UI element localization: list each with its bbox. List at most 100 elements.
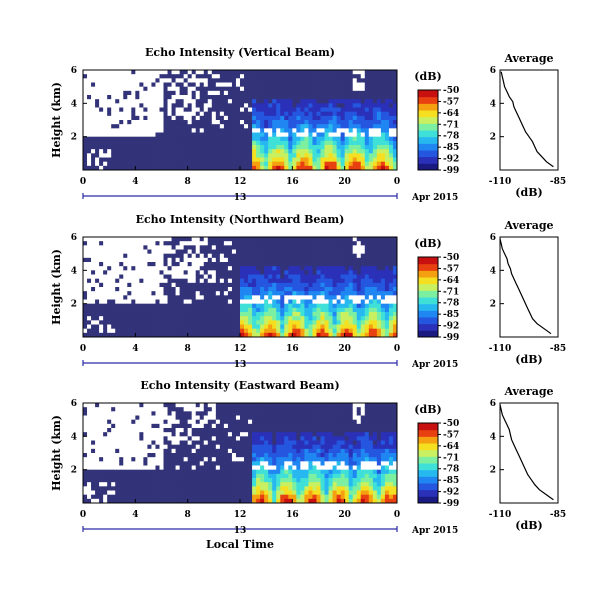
heatmap-cell [191,312,197,317]
heatmap-cell [264,428,269,433]
heatmap-cell [223,111,229,117]
heatmap-cell [91,299,96,305]
heatmap-cell [352,149,358,154]
heatmap-cell [99,103,104,108]
heatmap-cell [103,74,108,79]
heatmap-cell [215,253,221,259]
heatmap-cell [143,295,148,300]
heatmap-cell [235,257,241,263]
heatmap-cell [207,478,213,483]
heatmap-cell [272,270,277,275]
heatmap-cell [240,245,245,250]
heatmap-cell [211,440,217,446]
heatmap-cell [328,90,333,96]
heatmap-cell [107,316,112,321]
heatmap-cell [256,266,261,271]
heatmap-cell [352,107,358,113]
heatmap-cell [384,278,390,284]
heatmap-cell [183,312,189,317]
heatmap-cell [227,403,233,408]
heatmap-cell [296,90,301,96]
heatmap-cell [91,149,96,154]
heatmap-cell [248,165,253,171]
heatmap-cell [392,278,398,284]
heatmap-cell [83,241,88,246]
heatmap-cell [244,332,249,338]
heatmap-cell [256,241,261,246]
heatmap-cell [171,453,176,458]
heatmap-cell [119,324,124,330]
heatmap-cell [107,249,112,255]
heatmap-cell [95,457,100,462]
heatmap-cell [211,161,217,167]
heatmap-cell [276,165,281,171]
heatmap-cell [260,432,265,437]
heatmap-cell [248,423,253,429]
heatmap-cell [175,428,181,433]
heatmap-cell [179,411,185,416]
heatmap-cell [171,70,176,75]
heatmap-cell [376,332,382,338]
heatmap-cell [207,473,213,479]
heatmap-cell [187,440,193,446]
heatmap-cell [127,436,132,441]
heatmap-cell [119,498,124,504]
heatmap-cell [195,312,201,317]
heatmap-cell [260,415,265,421]
heatmap-cell [123,128,128,133]
heatmap-cell [356,103,362,108]
heatmap-cell [151,320,156,325]
heatmap-cell [95,423,100,429]
heatmap-cell [264,99,269,104]
heatmap-cell [352,303,358,309]
heatmap-cell [344,103,350,108]
heatmap-cell [123,266,128,271]
heatmap-cell [119,494,124,500]
heatmap-cell [95,237,100,242]
heatmap-cell [344,120,350,125]
heatmap-cell [99,465,104,471]
heatmap-cell [183,473,189,479]
heatmap-cell [332,249,338,255]
heatmap-cell [348,328,354,334]
heatmap-cell [300,70,305,75]
colorbar-tick-label: -85 [443,310,459,320]
heatmap-cell [199,74,205,79]
heatmap-cell [352,324,358,330]
heatmap-cell [332,161,338,167]
heatmap-cell [392,316,398,321]
heatmap-cell [135,299,140,305]
heatmap-cell [235,241,241,246]
heatmap-cell [183,411,189,416]
heatmap-cell [352,86,358,92]
heatmap-cell [207,237,213,242]
heatmap-cell [384,307,390,313]
heatmap-cell [123,278,128,284]
heatmap-cell [223,473,229,479]
heatmap-cell [264,124,269,129]
heatmap-cell [252,86,257,92]
heatmap-cell [167,307,172,313]
heatmap-cell [119,145,124,150]
heatmap-cell [380,287,386,292]
heatmap-cell [111,465,116,471]
heatmap-cell [348,303,354,309]
heatmap-cell [139,457,144,462]
heatmap-cell [171,99,176,104]
heatmap-cell [143,111,148,117]
heatmap-cell [368,307,374,313]
heatmap-cell [252,415,257,421]
heatmap-cell [248,278,253,284]
heatmap-cell [199,415,205,421]
heatmap-cell [171,262,176,267]
heatmap-cell [151,316,156,321]
heatmap-cell [163,415,168,421]
heatmap-cell [195,95,201,100]
heatmap-cell [127,419,132,425]
heatmap-cell [260,428,265,433]
heatmap-cell [227,291,233,296]
heatmap-cell [99,295,104,300]
heatmap-cell [260,74,265,79]
heatmap-cell [264,324,269,330]
heatmap-cell [187,262,193,267]
